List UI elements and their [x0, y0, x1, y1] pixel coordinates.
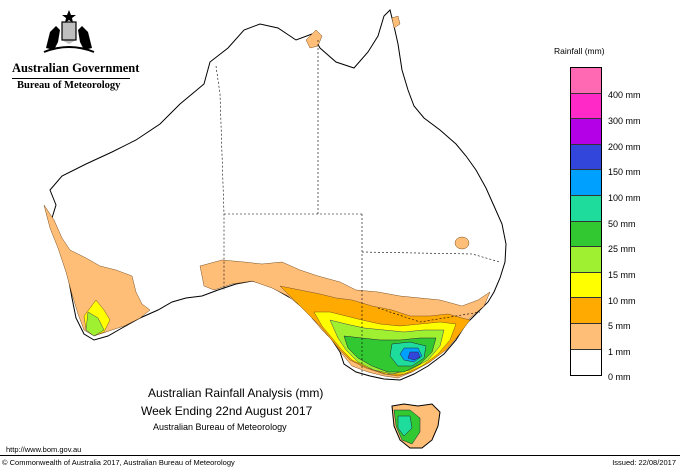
legend-label-50: 50 mm	[608, 219, 636, 229]
rain-area-15mm	[85, 311, 105, 337]
legend-label-10: 10 mm	[608, 296, 636, 306]
copyright-text: © Commonwealth of Australia 2017, Austra…	[2, 458, 235, 467]
legend-label-400: 400 mm	[608, 90, 641, 100]
coat-of-arms-logo	[43, 10, 95, 53]
australia-mainland	[49, 9, 507, 381]
legend-swatch-10	[571, 298, 601, 324]
bureau-name: Bureau of Meteorology	[17, 80, 121, 91]
legend-label-100: 100 mm	[608, 193, 641, 203]
legend-label-150: 150 mm	[608, 167, 641, 177]
legend-label-300: 300 mm	[608, 116, 641, 126]
tasmania-rain-core	[397, 415, 413, 437]
legend-title: Rainfall (mm)	[554, 46, 605, 56]
issued-date: Issued: 22/08/2017	[612, 458, 676, 467]
rain-area-capeyork-patch	[391, 15, 401, 29]
legend-label-15: 15 mm	[608, 270, 636, 280]
legend-swatch-top	[571, 68, 601, 94]
footer-divider	[0, 455, 680, 456]
map-title: Australian Rainfall Analysis (mm)	[148, 386, 324, 400]
rain-area-gulf-patch	[305, 29, 323, 49]
color-legend	[570, 67, 602, 377]
legend-swatch-150	[571, 170, 601, 196]
rain-area-1mm	[43, 204, 151, 337]
legend-label-1: 1 mm	[608, 347, 631, 357]
legend-swatch-200	[571, 144, 601, 171]
legend-swatch-15	[571, 272, 601, 299]
legend-swatch-300	[571, 119, 601, 145]
state-borders	[215, 40, 501, 376]
rain-area-qld-patch	[454, 236, 470, 250]
legend-swatch-1	[571, 349, 601, 376]
rain-area-150mm	[407, 351, 421, 361]
legend-label-25: 25 mm	[608, 244, 636, 254]
legend-label-5: 5 mm	[608, 321, 631, 331]
legend-label-200: 200 mm	[608, 142, 641, 152]
legend-swatch-25	[571, 247, 601, 273]
legend-swatch-400	[571, 93, 601, 120]
legend-swatch-100	[571, 195, 601, 222]
government-title: Australian Government	[12, 61, 139, 79]
map-source: Australian Bureau of Meteorology	[153, 422, 287, 432]
bom-url-link[interactable]: http://www.bom.gov.au	[6, 445, 82, 454]
map-subtitle: Week Ending 22nd August 2017	[141, 404, 313, 418]
legend-swatch-5	[571, 323, 601, 350]
legend-swatch-50	[571, 221, 601, 248]
legend-label-0: 0 mm	[608, 372, 631, 382]
